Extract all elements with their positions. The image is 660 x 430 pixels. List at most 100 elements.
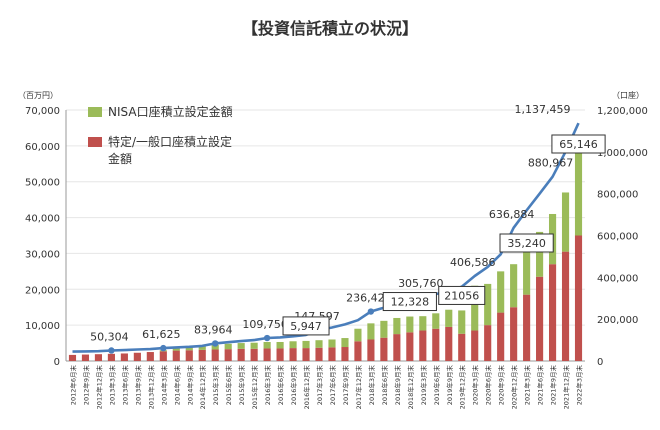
x-tick-label: 2018年6月末 — [380, 365, 389, 406]
bar-nisa — [406, 316, 414, 333]
x-tick-label: 2014年9月末 — [185, 365, 194, 406]
line-marker — [263, 334, 271, 342]
bar-tokutei — [523, 294, 531, 361]
bar-tokutei — [302, 348, 310, 361]
x-tick-label: 2018年3月末 — [367, 365, 376, 406]
bar-tokutei — [315, 347, 323, 361]
line-label: 83,964 — [194, 323, 233, 336]
bar-nisa — [510, 264, 518, 308]
nisa-box — [499, 233, 554, 253]
legend-swatch-nisa — [88, 107, 102, 117]
line-label: 305,760 — [398, 277, 444, 290]
bar-nisa — [419, 316, 427, 331]
right-tick-label: 0 — [597, 357, 603, 368]
line-marker — [160, 344, 167, 352]
bar-tokutei — [574, 235, 583, 361]
left-axis: 0 10,000 20,000 30,000 40,000 50,000 60,000 70,… — [25, 106, 67, 368]
legend-label-tokutei-1: 特定/一般口座積立設定 — [108, 134, 232, 149]
bar-nisa — [276, 341, 284, 349]
bar-nisa — [380, 320, 388, 338]
line-label: 61,625 — [142, 328, 181, 341]
nisa-box-label: 12,328 — [391, 296, 430, 309]
bar-tokutei — [561, 251, 570, 361]
line-label: 636,884 — [489, 208, 535, 221]
right-tick-label: 800,000 — [597, 190, 638, 201]
bar-tokutei — [289, 348, 297, 361]
accounts-line: 50,30461,62583,964109,750147,597236,4223… — [72, 103, 606, 354]
bar-tokutei — [367, 339, 375, 361]
x-tick-label: 2019年12月末 — [458, 365, 467, 410]
line-label: 236,422 — [346, 292, 392, 305]
x-axis: 2012年6月末 2012年9月末 2012年12月末 2013年3月末 2013年6月… — [68, 365, 583, 410]
bar-nisa — [574, 142, 583, 236]
bar-tokutei — [263, 348, 271, 361]
bar-tokutei — [276, 348, 284, 361]
x-tick-label: 2021年9月末 — [549, 365, 558, 406]
legend: NISA口座積立設定金額 特定/一般口座積立設定 金額 — [88, 104, 233, 166]
bar-nisa — [224, 343, 232, 350]
legend-label-nisa: NISA口座積立設定金額 — [108, 104, 233, 119]
bar-tokutei — [237, 348, 245, 361]
x-tick-label: 2020年12月末 — [510, 365, 519, 410]
x-tick-label: 2015年9月末 — [237, 365, 246, 406]
right-tick-label: 1,000,000 — [597, 148, 648, 159]
bar-tokutei — [419, 330, 427, 361]
x-tick-label: 2016年6月末 — [276, 365, 285, 406]
bar-tokutei — [328, 347, 336, 361]
bar-nisa — [458, 310, 466, 334]
x-tick-label: 2015年12月末 — [250, 365, 259, 410]
bar-nisa — [302, 340, 310, 349]
bar-tokutei — [497, 312, 505, 361]
left-tick-label: 50,000 — [25, 178, 60, 189]
nisa-box-label: 21056 — [444, 289, 479, 302]
left-tick-label: 70,000 — [25, 106, 60, 117]
x-tick-label: 2020年9月末 — [497, 365, 506, 406]
bar-nisa — [185, 347, 193, 351]
legend-swatch-tokutei — [88, 137, 102, 147]
x-tick-label: 2014年3月末 — [159, 365, 168, 406]
x-tick-label: 2013年12月末 — [146, 365, 155, 410]
x-tick-label: 2021年6月末 — [536, 365, 545, 406]
bar-nisa — [561, 192, 570, 252]
right-tick-label: 400,000 — [597, 273, 638, 284]
left-axis-unit: （百万円） — [18, 91, 58, 100]
nisa-box-label: 5,947 — [290, 320, 322, 333]
bar-nisa — [263, 341, 271, 349]
bar-tokutei — [133, 352, 141, 361]
bar-nisa — [328, 339, 336, 348]
bar-tokutei — [471, 330, 479, 361]
bar-tokutei — [146, 352, 154, 361]
nisa-box-label: 65,146 — [559, 138, 598, 151]
bar-tokutei — [120, 353, 128, 361]
right-tick-label: 600,000 — [597, 232, 638, 243]
nisa-box — [551, 134, 606, 154]
left-tick-label: 60,000 — [25, 142, 60, 153]
bar-tokutei — [81, 354, 90, 361]
bar-nisa — [354, 328, 362, 342]
x-tick-label: 2016年9月末 — [289, 365, 298, 406]
bar-tokutei — [224, 349, 232, 361]
nisa-box — [382, 292, 437, 312]
bar-nisa — [237, 343, 245, 349]
x-tick-label: 2015年6月末 — [224, 365, 233, 406]
x-tick-label: 2014年12月末 — [198, 365, 207, 410]
bar-nisa — [393, 317, 401, 335]
x-tick-label: 2017年6月末 — [328, 365, 337, 406]
x-tick-label: 2016年3月末 — [263, 365, 272, 406]
right-tick-label: 200,000 — [597, 315, 638, 326]
left-tick-label: 30,000 — [25, 249, 60, 260]
x-tick-label: 2019年3月末 — [419, 365, 428, 406]
left-tick-label: 20,000 — [25, 285, 60, 296]
x-tick-label: 2017年12月末 — [354, 365, 363, 410]
bar-tokutei — [159, 351, 167, 361]
bar-nisa — [536, 231, 544, 277]
bar-tokutei — [341, 347, 349, 361]
x-tick-label: 2014年6月末 — [172, 365, 181, 406]
x-tick-label: 2013年3月末 — [107, 365, 116, 406]
bar-nisa — [367, 323, 375, 340]
bar-tokutei — [393, 334, 401, 361]
bars — [68, 142, 583, 361]
line-marker — [212, 340, 219, 347]
bar-nisa — [250, 342, 258, 349]
